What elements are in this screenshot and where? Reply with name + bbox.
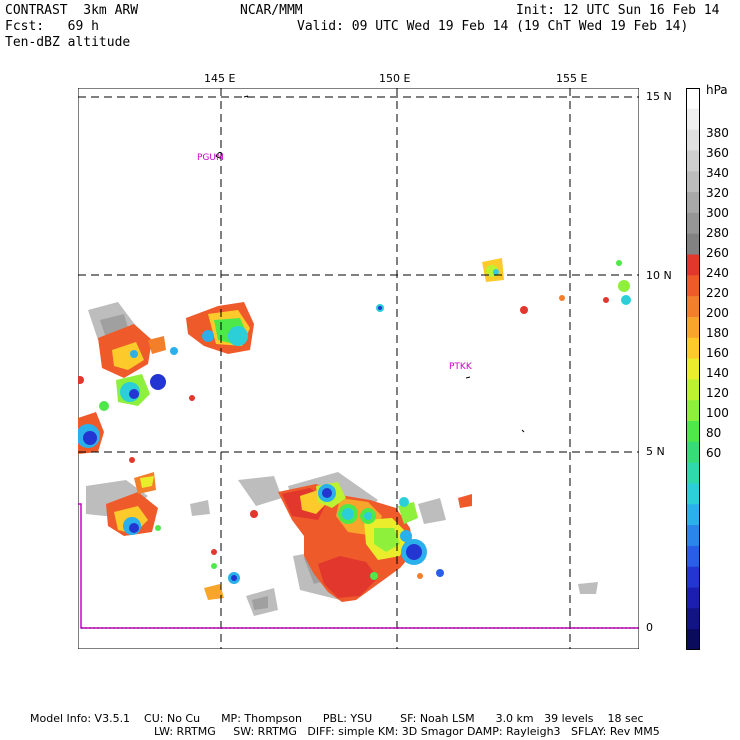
colorbar-label: 180 bbox=[706, 326, 729, 340]
colorbar bbox=[686, 88, 700, 650]
lat-label-0: 0 bbox=[646, 621, 653, 634]
colorbar-label: 260 bbox=[706, 246, 729, 260]
colorbar-swatch bbox=[686, 337, 700, 360]
colorbar-swatch bbox=[686, 88, 700, 110]
colorbar-swatch bbox=[686, 587, 700, 609]
colorbar-swatch bbox=[686, 212, 700, 235]
colorbar-swatch bbox=[686, 566, 700, 589]
colorbar-label: 160 bbox=[706, 346, 729, 360]
lat-label-15n: 15 N bbox=[646, 90, 672, 103]
colorbar-swatch bbox=[686, 254, 700, 276]
institution-label: NCAR/MMM bbox=[240, 3, 303, 18]
field-name: Ten-dBZ altitude bbox=[5, 35, 131, 50]
colorbar-swatch bbox=[686, 379, 700, 401]
colorbar-label: 100 bbox=[706, 406, 729, 420]
colorbar-label: 320 bbox=[706, 186, 729, 200]
colorbar-label: 200 bbox=[706, 306, 729, 320]
colorbar-swatch bbox=[686, 108, 700, 131]
colorbar-swatch bbox=[686, 192, 700, 214]
island-outline bbox=[521, 429, 525, 433]
colorbar-label: 300 bbox=[706, 206, 729, 220]
colorbar-swatch bbox=[686, 545, 700, 568]
colorbar-swatch bbox=[686, 129, 700, 151]
colorbar-label: 120 bbox=[706, 386, 729, 400]
colorbar-label: 60 bbox=[706, 446, 722, 460]
lon-label-155: 155 E bbox=[556, 72, 588, 85]
station-label-pgum: PGUM bbox=[197, 153, 224, 163]
colorbar-swatch bbox=[686, 441, 700, 464]
model-info-line1: Model Info: V3.5.1 CU: No Cu MP: Thompso… bbox=[30, 712, 644, 725]
init-time: Init: 12 UTC Sun 16 Feb 14 bbox=[516, 3, 720, 18]
colorbar-swatch bbox=[686, 275, 700, 297]
island-outline bbox=[243, 95, 249, 98]
colorbar-label: 280 bbox=[706, 226, 729, 240]
lon-label-150: 150 E bbox=[379, 72, 411, 85]
radar-map bbox=[78, 88, 639, 649]
colorbar-swatch bbox=[686, 150, 700, 172]
colorbar-label: 360 bbox=[706, 146, 729, 160]
colorbar-swatch bbox=[686, 296, 700, 318]
colorbar-label: 220 bbox=[706, 286, 729, 300]
lat-label-10n: 10 N bbox=[646, 269, 672, 282]
forecast-hour: Fcst: 69 h bbox=[5, 19, 99, 34]
colorbar-label: 340 bbox=[706, 166, 729, 180]
colorbar-swatch bbox=[686, 316, 700, 339]
valid-time: Valid: 09 UTC Wed 19 Feb 14 (19 ChT Wed … bbox=[297, 19, 689, 34]
colorbar-swatch bbox=[686, 171, 700, 193]
station-label-ptkk: PTKK bbox=[449, 362, 472, 372]
colorbar-swatch bbox=[686, 358, 700, 380]
colorbar-swatch bbox=[686, 629, 700, 650]
precip-field bbox=[78, 258, 631, 616]
chuuk-island-outline bbox=[465, 376, 471, 379]
guam-island-outline bbox=[215, 151, 223, 159]
colorbar-label: 80 bbox=[706, 426, 722, 440]
colorbar-swatch bbox=[686, 608, 700, 630]
colorbar-swatch bbox=[686, 462, 700, 484]
model-title: CONTRAST 3km ARW bbox=[5, 3, 139, 18]
colorbar-swatch bbox=[686, 233, 700, 256]
colorbar-unit: hPa bbox=[706, 83, 728, 97]
lon-label-145: 145 E bbox=[204, 72, 236, 85]
colorbar-label: 140 bbox=[706, 366, 729, 380]
colorbar-label: 240 bbox=[706, 266, 729, 280]
colorbar-swatch bbox=[686, 483, 700, 505]
graticule bbox=[78, 88, 639, 649]
colorbar-label: 380 bbox=[706, 126, 729, 140]
colorbar-swatch bbox=[686, 400, 700, 422]
domain-boundary bbox=[78, 503, 639, 629]
colorbar-swatch bbox=[686, 525, 700, 547]
model-info-line2: LW: RRTMG SW: RRTMG DIFF: simple KM: 3D … bbox=[154, 725, 660, 738]
colorbar-swatch bbox=[686, 504, 700, 526]
colorbar-swatch bbox=[686, 421, 700, 443]
lat-label-5n: 5 N bbox=[646, 445, 665, 458]
